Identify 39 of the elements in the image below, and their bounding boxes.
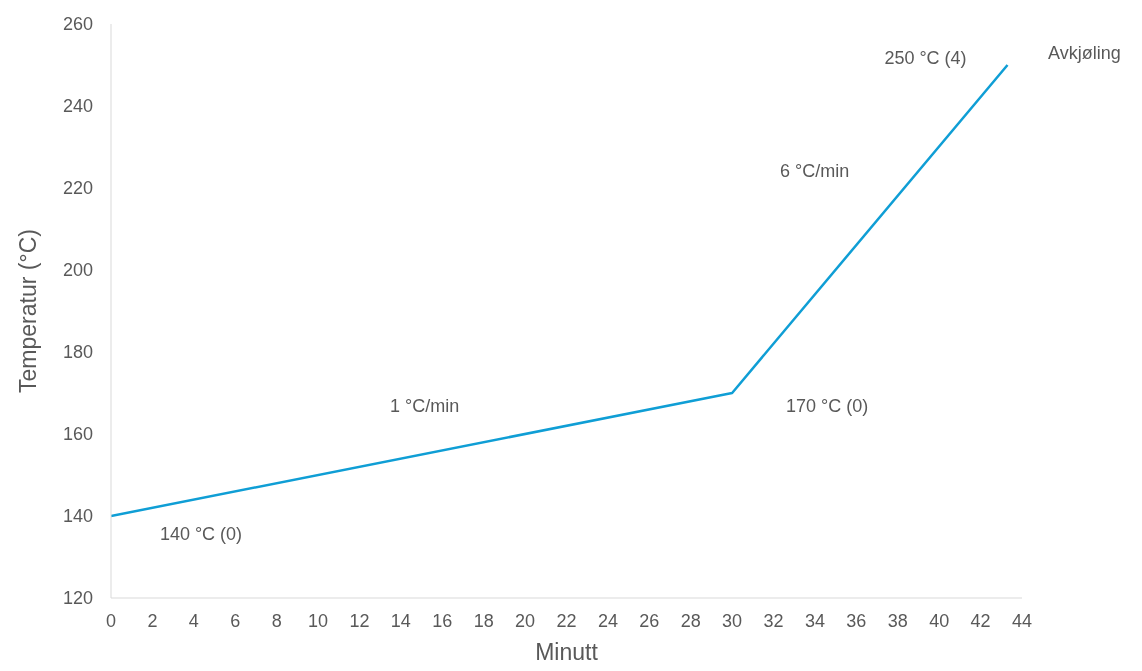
x-tick-label: 24 [597,610,618,631]
annotation: 170 °C (0) [786,396,869,416]
x-tick-label: 6 [230,610,241,631]
x-tick-label: 2 [147,610,158,631]
x-tick-label: 10 [308,610,329,631]
y-tick-label: 120 [62,588,93,609]
x-tick-label: 4 [188,610,199,631]
x-axis-title: Minutt [535,639,599,665]
x-tick-label: 42 [970,610,991,631]
x-tick-label: 12 [349,610,370,631]
x-tick-label: 28 [680,610,701,631]
x-tick-label: 36 [846,610,867,631]
annotation: 140 °C (0) [159,524,243,544]
y-tick-label: 200 [62,260,93,281]
x-tick-label: 20 [515,610,536,631]
y-tick-label: 260 [62,14,93,35]
x-tick-label: 16 [432,610,453,631]
y-tick-label: 160 [62,424,93,445]
y-tick-label: 180 [62,342,93,363]
y-tick-label: 140 [62,506,93,527]
x-tick-label: 32 [763,610,784,631]
x-tick-label: 14 [390,610,411,631]
y-tick-label: 220 [62,178,93,199]
x-tick-label: 40 [929,610,950,631]
y-tick-label: 240 [62,96,93,117]
x-tick-label: 44 [1011,610,1033,631]
annotation: 6 °C/min [780,161,850,182]
x-tick-label: 22 [556,610,577,631]
x-tick-label: 34 [804,610,825,631]
x-tick-label: 18 [473,610,494,631]
text: Avkjøling [1048,43,1121,64]
annotation: 1 °C/min [390,396,460,417]
x-tick-label: 0 [105,610,117,631]
x-tick-label: 26 [639,610,660,631]
annotation: 250 °C (4) [884,48,967,68]
x-tick-label: 30 [722,610,743,631]
x-tick-label: 38 [887,610,908,631]
x-tick-label: 8 [271,610,282,631]
y-axis-title: Temperatur (°C) [15,229,42,393]
